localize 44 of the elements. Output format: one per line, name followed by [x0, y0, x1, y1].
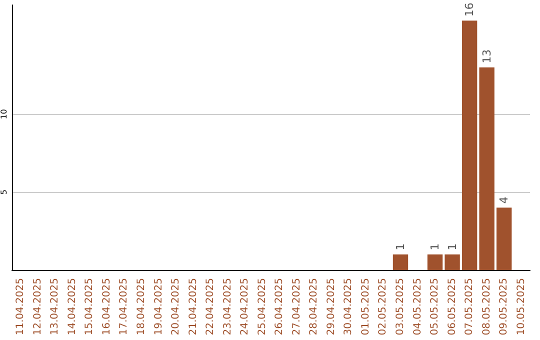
- x-tick-label: 20.04.2025: [170, 278, 182, 336]
- x-tick-label: 13.04.2025: [50, 278, 61, 336]
- bar: [496, 208, 512, 270]
- x-tick-label: 17.04.2025: [118, 278, 130, 336]
- bar: [479, 67, 494, 270]
- x-tick-label: 21.04.2025: [188, 278, 199, 336]
- data-label: 16: [463, 2, 476, 17]
- x-tick-label: 02.05.2025: [378, 278, 389, 336]
- x-tick-label: 08.05.2025: [481, 278, 492, 336]
- x-tick-label: 03.05.2025: [395, 278, 406, 336]
- data-label: 1: [446, 243, 459, 250]
- bar: [427, 254, 443, 270]
- x-tick-label: 05.05.2025: [430, 278, 441, 336]
- x-tick-label: 10.05.2025: [516, 278, 527, 336]
- data-label: 4: [498, 196, 511, 204]
- y-tick-label: 10: [0, 109, 8, 120]
- x-tick-label: 25.04.2025: [256, 278, 268, 336]
- x-tick-label: 26.04.2025: [274, 278, 286, 336]
- x-tick-label: 06.05.2025: [446, 278, 458, 336]
- x-tick-label: 04.05.2025: [412, 278, 424, 336]
- x-tick-label: 15.04.2025: [84, 278, 96, 336]
- x-tick-label: 11.04.2025: [15, 278, 26, 336]
- x-tick-label: 27.04.2025: [291, 278, 302, 336]
- x-tick-label: 07.05.2025: [464, 278, 476, 336]
- x-tick-label: 23.04.2025: [222, 278, 234, 336]
- x-tick-label: 28.04.2025: [308, 278, 320, 336]
- data-label: 1: [428, 243, 442, 250]
- x-tick-label: 16.04.2025: [101, 278, 112, 336]
- bar: [462, 20, 478, 270]
- x-tick-label: 22.04.2025: [205, 278, 216, 336]
- x-tick-label: 12.04.2025: [32, 278, 44, 336]
- x-tick-label: 19.04.2025: [153, 278, 164, 336]
- y-tick-label: 5: [0, 190, 8, 195]
- x-tick-label: 14.04.2025: [66, 278, 78, 336]
- bar: [444, 254, 460, 270]
- x-tick-label: 24.04.2025: [240, 278, 251, 336]
- x-tick-label: 01.05.2025: [360, 278, 372, 336]
- bar: [392, 254, 408, 270]
- x-tick-label: 18.04.2025: [136, 278, 147, 336]
- x-tick-label: 29.04.2025: [326, 278, 337, 336]
- x-tick-label: 30.04.2025: [343, 278, 354, 336]
- data-label: 1: [394, 243, 407, 250]
- x-tick-label: 09.05.2025: [498, 278, 510, 336]
- data-label: 13: [480, 49, 494, 64]
